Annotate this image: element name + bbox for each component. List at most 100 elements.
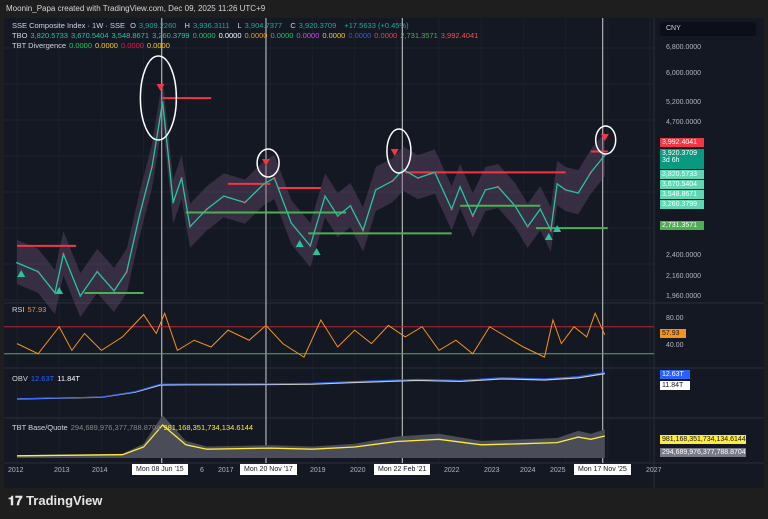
price-point [391, 179, 394, 182]
legend-value: 3,548.8671 [111, 31, 150, 40]
legend-tbt: TBT Divergence 0.0000 0.0000 0.0000 0.0000 [12, 41, 173, 50]
legend-value: 3,260.3799 [152, 31, 190, 40]
legend-tbo: TBO 3,820.5733 3,670.5404 3,548.8671 3,260.3… [12, 31, 481, 40]
quote-line [16, 424, 605, 457]
price-badge: 3,260.3799 [660, 200, 704, 209]
sell-signal-icon [600, 134, 609, 141]
price-point [273, 177, 276, 180]
header-credit: Moonin_Papa created with TradingView.com… [6, 4, 266, 13]
time-marker-label: Mon 08 Jun '15 [132, 464, 188, 475]
price-point [113, 289, 116, 292]
base-title[interactable]: TBT Base/Quote [12, 423, 68, 432]
price-badge: 3,670.5404 [660, 180, 704, 189]
legend-obv: OBV 12.63T 11.84T [12, 374, 83, 383]
time-tick: 2012 [8, 467, 24, 474]
time-tick: 2027 [646, 467, 662, 474]
legend-value: 3,820.5733 [30, 31, 68, 40]
price-point [79, 295, 82, 298]
rsi-value: 57.93 [27, 305, 47, 314]
price-point [589, 171, 592, 174]
badge-value: 3,548.8671 [662, 191, 698, 198]
high-value: 3,936.3111 [192, 21, 230, 30]
price-point [497, 185, 500, 188]
price-badge: 3,548.8671 [660, 190, 704, 199]
tbt-title[interactable]: TBT Divergence [12, 41, 67, 50]
rsi-title[interactable]: RSI [12, 305, 25, 314]
price-tick: 2,160.0000 [666, 273, 702, 280]
buy-signal-icon [553, 225, 562, 232]
legend-value: 0.0000 [348, 31, 372, 40]
price-point [189, 225, 192, 228]
tbo-title[interactable]: TBO [12, 31, 28, 40]
obv-ma-badge: 11.84T [660, 381, 690, 390]
price-point [450, 208, 453, 211]
legend-main: SSE Composite Index · 1W · SSE O 3,909.22… [12, 21, 412, 30]
low-value: 3,904.7377 [244, 21, 283, 30]
price-point [577, 191, 580, 194]
price-point [53, 291, 56, 294]
tradingview-logo: 𝟏𝟕 TradingView [8, 493, 103, 508]
time-tick: 2019 [310, 467, 326, 474]
currency-button[interactable]: CNY [660, 22, 756, 36]
obv-line [16, 371, 605, 400]
chart-area[interactable]: SSE Composite Index · 1W · SSE O 3,909.22… [4, 18, 764, 488]
time-tick: 2014 [92, 467, 108, 474]
price-point [205, 208, 208, 211]
price-badge: 2,731.3571 [660, 221, 704, 230]
price-point [161, 101, 164, 104]
symbol-title[interactable]: SSE Composite Index · 1W · SSE [12, 21, 125, 30]
time-marker-label: Mon 20 Nov '17 [240, 464, 297, 475]
open-value: 3,909.2260 [138, 21, 177, 30]
price-tick: 5,200.0000 [666, 99, 702, 106]
buy-signal-icon [544, 233, 553, 240]
highlight-ellipse [386, 128, 412, 174]
time-tick: 6 [200, 467, 204, 474]
price-point [433, 171, 436, 174]
rsi-badge: 57.93 [660, 329, 686, 338]
price-tick: 2,400.0000 [666, 252, 702, 259]
price-point [290, 222, 293, 225]
time-tick: 2024 [520, 467, 536, 474]
price-point [416, 177, 419, 180]
buy-signal-icon [55, 287, 64, 294]
base-area [17, 415, 605, 458]
time-tick: 2013 [54, 467, 70, 474]
obv-badge: 12.63T [660, 370, 690, 379]
low-label: L [237, 21, 242, 30]
highlight-ellipse [139, 55, 178, 141]
countdown: 3d 6h [662, 157, 680, 164]
obv-title[interactable]: OBV [12, 374, 28, 383]
buy-signal-icon [295, 240, 304, 247]
price-point [402, 168, 405, 171]
time-marker-label: Mon 22 Feb '21 [374, 464, 431, 475]
tbo-cloud [17, 79, 605, 318]
price-point [96, 270, 99, 273]
price-point [262, 182, 265, 185]
time-tick: 2023 [484, 467, 500, 474]
tv-icon: 𝟏𝟕 [8, 493, 27, 508]
price-point [324, 195, 327, 198]
change-value: +17.5633 (+0.45%) [344, 21, 409, 30]
legend-rsi: RSI 57.93 [12, 305, 49, 314]
legend-value: 0.0000 [146, 41, 170, 50]
price-point [62, 253, 65, 256]
quote-value: 981,168,351,734,134.6144 [163, 423, 254, 432]
price-point [556, 182, 559, 185]
price-point [549, 229, 552, 232]
highlight-ellipse [256, 148, 280, 178]
chart-canvas[interactable] [4, 18, 764, 488]
obv-ma-line [16, 372, 605, 400]
price-point [37, 270, 40, 273]
price-point [336, 214, 339, 217]
price-point [459, 185, 462, 188]
price-point [539, 208, 542, 211]
price-tick: 1,960.0000 [666, 293, 702, 300]
price-point [362, 229, 365, 232]
badge-value: 3,670.5404 [662, 181, 698, 188]
legend-value: 0.0000 [95, 41, 118, 50]
price-point [125, 270, 128, 273]
time-tick: 2025 [550, 467, 566, 474]
highlight-ellipse [594, 125, 617, 155]
price-point [309, 244, 312, 247]
price-point [243, 201, 246, 204]
